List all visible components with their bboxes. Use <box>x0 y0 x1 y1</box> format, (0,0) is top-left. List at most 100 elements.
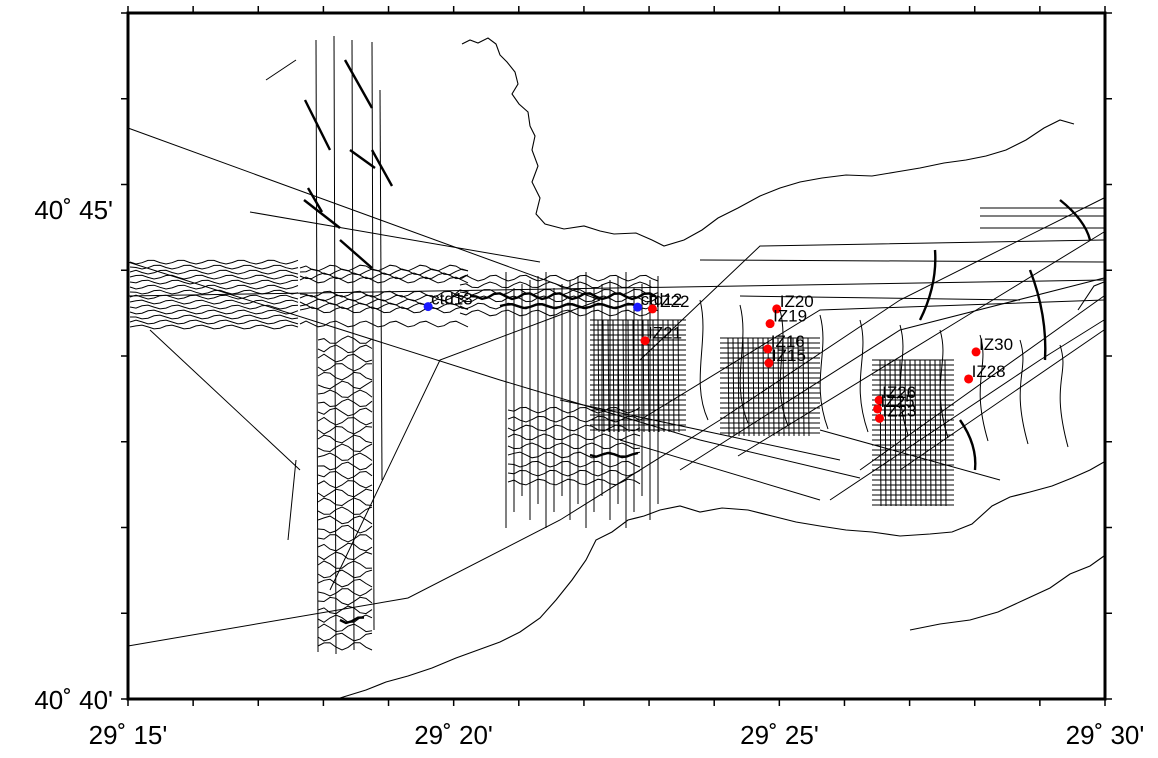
core-marker <box>971 347 981 357</box>
contour-line <box>317 506 373 515</box>
contour-line <box>507 424 641 432</box>
contour-line <box>370 149 394 187</box>
station-iz26: IZ26 <box>874 383 916 405</box>
station-label: ctd12 <box>641 290 683 309</box>
survey-lines <box>315 35 954 655</box>
contour-line <box>699 299 709 421</box>
survey-line <box>607 319 610 433</box>
contour-line <box>317 515 373 525</box>
station-iz15: IZ15 <box>764 346 806 368</box>
station-label: IZ20 <box>780 292 814 311</box>
station-ctd12: ctd12 <box>633 290 682 312</box>
survey-line <box>929 359 932 507</box>
contour-line <box>317 398 373 408</box>
contour-line <box>299 306 469 314</box>
contour-line <box>459 295 659 303</box>
contour-line <box>499 302 639 310</box>
station-label: IZ22 <box>655 292 689 311</box>
contour-line <box>299 320 469 328</box>
survey-line <box>944 359 947 507</box>
contour-line <box>507 433 641 441</box>
contour-line <box>507 478 641 486</box>
contour-line <box>317 344 373 354</box>
contour-line <box>1019 339 1029 445</box>
survey-line <box>747 337 750 437</box>
survey-line <box>934 359 937 507</box>
contour-line <box>979 334 989 442</box>
core-marker <box>640 336 650 346</box>
core-marker <box>765 319 775 329</box>
contour-line <box>129 299 299 305</box>
contour-line <box>1059 344 1069 448</box>
contour-line <box>129 289 299 295</box>
contour-line <box>317 335 373 344</box>
contour-line <box>317 480 373 489</box>
survey-line <box>884 359 887 507</box>
bathymetry-contours <box>129 59 1092 651</box>
contour-line <box>459 281 658 289</box>
contour-line <box>306 187 324 213</box>
contour-line <box>589 451 639 458</box>
contour-line <box>299 290 469 298</box>
survey-line <box>672 319 675 433</box>
station-iz28: IZ28 <box>964 362 1006 384</box>
survey-line <box>637 319 640 433</box>
contour-line <box>129 269 299 275</box>
contour-line <box>317 588 373 597</box>
survey-line <box>792 337 795 437</box>
contour-line <box>1028 269 1047 361</box>
lon-label: 29˚ 30' <box>1066 720 1145 750</box>
latitude-labels: 40˚ 45' 40˚ 40' <box>34 195 113 715</box>
contour-line <box>317 461 373 471</box>
survey-line <box>315 39 319 653</box>
lon-label: 29˚ 25' <box>740 720 819 750</box>
core-marker <box>764 358 774 368</box>
contour-line <box>299 276 469 284</box>
station-iz23: IZ23 <box>875 401 917 423</box>
contour-line <box>317 534 373 543</box>
contour-line <box>129 294 299 300</box>
ship-tracks <box>127 59 1105 647</box>
station-label: IZ23 <box>883 401 917 420</box>
contour-line <box>317 452 373 461</box>
core-marker <box>874 395 884 405</box>
survey-line <box>632 319 635 433</box>
contour-line <box>317 488 373 498</box>
survey-line <box>727 337 730 437</box>
core-marker <box>875 413 885 423</box>
contour-line <box>129 279 299 285</box>
contour-line <box>779 309 789 427</box>
map-frame <box>126 11 1107 701</box>
lat-label: 40˚ 40' <box>34 685 113 715</box>
survey-line <box>732 337 735 437</box>
contour-line <box>129 259 299 265</box>
survey-line <box>667 319 670 433</box>
contour-line <box>918 249 937 321</box>
contour-line <box>859 319 869 433</box>
contour-line <box>317 416 373 426</box>
contour-line <box>129 309 299 315</box>
station-iz16: IZ16 <box>763 332 805 354</box>
survey-line <box>802 337 805 437</box>
survey-line <box>757 337 760 437</box>
contour-line <box>129 264 299 270</box>
coastline <box>339 37 1105 699</box>
survey-line <box>612 319 615 433</box>
contour-line <box>459 274 659 282</box>
station-iz22: IZ22 <box>647 292 689 314</box>
contour-line <box>819 314 829 430</box>
station-label: ctd13 <box>431 290 473 309</box>
contour-line <box>129 319 299 325</box>
station-label: IZ26 <box>882 383 916 402</box>
contour-line <box>299 298 469 306</box>
survey-line <box>919 359 922 507</box>
lon-label: 29˚ 20' <box>414 720 493 750</box>
survey-line <box>914 359 917 507</box>
contour-line <box>299 264 469 272</box>
contour-line <box>899 324 909 436</box>
core-marker <box>964 374 974 384</box>
contour-line <box>317 425 373 435</box>
contour-line <box>129 304 299 310</box>
core-marker <box>873 404 883 414</box>
